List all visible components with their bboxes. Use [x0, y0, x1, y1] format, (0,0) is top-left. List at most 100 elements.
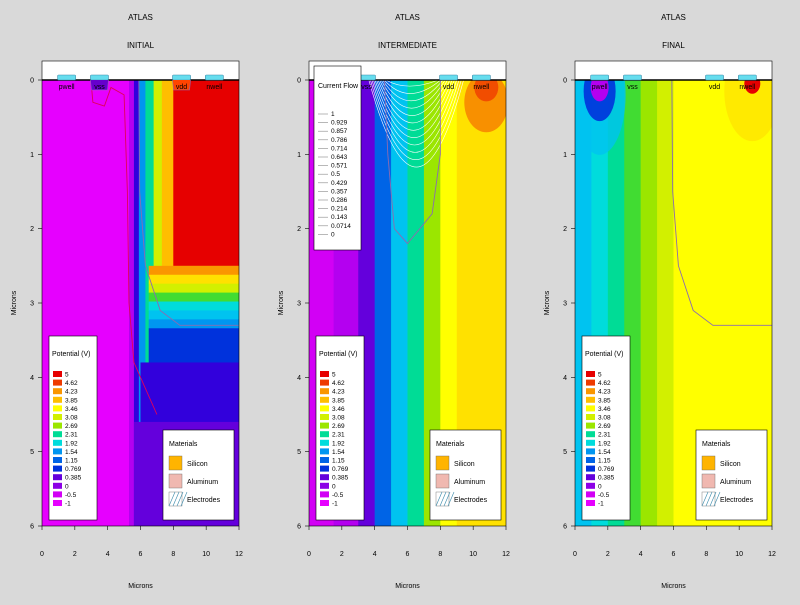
y-tick-label: 3	[563, 301, 567, 308]
x-tick-label: 2	[340, 551, 344, 558]
legend-label: Aluminum	[187, 479, 218, 486]
legend-label: -1	[65, 501, 71, 508]
legend-label: 0.714	[331, 145, 348, 152]
red-well	[173, 80, 239, 266]
potential-zone	[423, 80, 441, 526]
legend-swatch	[53, 474, 62, 481]
current-flow-line	[370, 80, 462, 161]
potential-legend: Potential (V) 54.62 4.233.85 3.46 3.082.69 2.…	[315, 335, 365, 521]
hatch-line	[439, 491, 447, 507]
legend-label: 3.46	[332, 406, 345, 413]
legend-label: 2.69	[332, 423, 345, 430]
legend-swatch	[53, 371, 62, 377]
legend-label: 0.786	[331, 137, 348, 144]
x-tick-label: 8	[171, 551, 175, 558]
electrode-contact	[590, 74, 609, 81]
legend-label: 1.92	[332, 440, 345, 447]
potential-zone	[129, 80, 135, 526]
potential-zone	[133, 80, 140, 526]
legend-label: 1.15	[598, 458, 611, 465]
legend-swatch	[320, 474, 329, 481]
potential-zone	[640, 80, 658, 526]
y-tick-label: 1	[297, 152, 301, 159]
well-boundary-line	[384, 80, 441, 245]
well-band	[148, 319, 239, 329]
electrode-contact	[472, 74, 491, 81]
y-tick-label: 0	[30, 78, 34, 85]
y-tick-label: 3	[30, 301, 34, 308]
legend-label: 5	[332, 372, 336, 379]
legend-swatch	[53, 482, 62, 489]
legend-label: 0	[332, 483, 336, 490]
legend-label: Silicon	[187, 461, 208, 468]
legend-label: 1.15	[65, 458, 78, 465]
legend-label: Aluminum	[720, 479, 751, 486]
legend-label: 0	[331, 231, 335, 238]
legend-swatch	[320, 379, 329, 386]
legend-label: 0.929	[331, 120, 348, 127]
legend-label: 1.54	[332, 449, 345, 456]
legend-label: 0.0714	[331, 223, 351, 230]
legend-swatch	[53, 422, 62, 429]
x-tick-label: 4	[373, 551, 377, 558]
high-potential-region	[464, 80, 506, 133]
legend-swatch	[320, 414, 329, 420]
x-tick-label: 8	[438, 551, 442, 558]
well-band	[148, 274, 239, 285]
nwell-pocket	[744, 80, 761, 94]
legend-swatch	[320, 405, 329, 412]
legend-label: 3.08	[65, 415, 78, 422]
legend-label: 4.62	[598, 380, 611, 387]
current-flow-line	[380, 80, 446, 109]
y-tick-label: 4	[297, 375, 301, 382]
legend-swatch	[586, 448, 595, 455]
legend-label: 0	[65, 483, 69, 490]
panel-title: INTERMEDIATE	[378, 41, 437, 50]
y-tick-label: 4	[563, 375, 567, 382]
electrode-label: nwell	[473, 84, 489, 91]
legend-label: 2.31	[598, 432, 611, 439]
legend-label: 3.46	[598, 406, 611, 413]
y-tick-label: 6	[30, 524, 34, 531]
x-tick-label: 4	[106, 551, 110, 558]
contact-pocket	[172, 79, 191, 91]
pwell-pocket	[590, 80, 609, 102]
legend-label: 3.08	[332, 415, 345, 422]
legend-swatch	[586, 431, 595, 438]
legend-swatch	[53, 491, 62, 498]
legend-label: 2.69	[598, 423, 611, 430]
y-tick-label: 2	[30, 226, 34, 233]
electrode-contact	[439, 74, 458, 81]
legend-label: 3.85	[598, 397, 611, 404]
y-axis-label: Microns	[11, 290, 18, 315]
legend-label: 4.62	[65, 380, 78, 387]
legend-swatch	[53, 379, 62, 386]
potential-zone	[407, 80, 425, 526]
legend-swatch	[586, 379, 595, 386]
current-flow-line	[377, 80, 451, 123]
legend-title: Materials	[169, 441, 198, 448]
potential-legend: Potential (V) 54.62 4.233.85 3.46 3.082.69 2.…	[581, 335, 631, 521]
x-axis-label: Microns	[661, 583, 686, 590]
legend-label: 0.385	[65, 475, 82, 482]
legend-swatch	[586, 474, 595, 481]
electrode-contact	[738, 74, 757, 81]
legend-swatch	[701, 455, 716, 471]
x-axis-label: Microns	[395, 583, 420, 590]
current-flow-line	[373, 80, 457, 146]
legend-swatch	[53, 388, 62, 395]
electrode-contact	[623, 74, 642, 81]
x-tick-label: 12	[235, 551, 243, 558]
legend-label: 1.54	[598, 449, 611, 456]
y-tick-label: 6	[563, 524, 567, 531]
legend-label: -0.5	[598, 492, 610, 499]
legend-title: Materials	[702, 441, 731, 448]
x-tick-label: 2	[606, 551, 610, 558]
electrode-contact	[172, 74, 191, 81]
y-tick-label: 4	[30, 375, 34, 382]
legend-swatch	[435, 455, 450, 471]
legend-swatch	[586, 482, 595, 489]
electrode-label: pwell	[592, 84, 608, 91]
y-tick-label: 3	[297, 301, 301, 308]
x-tick-label: 12	[502, 551, 510, 558]
